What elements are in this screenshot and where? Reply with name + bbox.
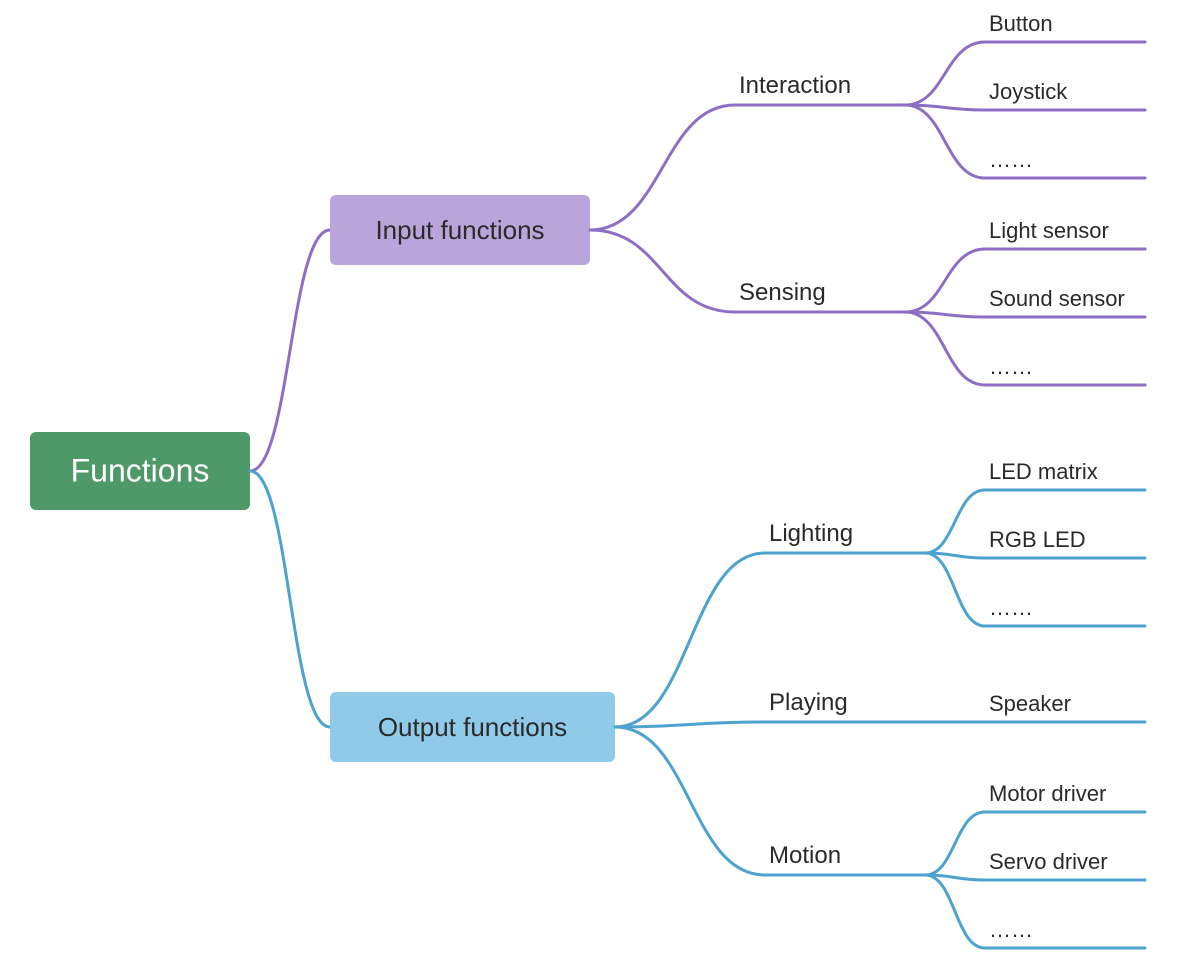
root-label: Functions [71, 452, 210, 488]
group-label: Playing [769, 689, 848, 716]
mindmap-diagram: Functions Input functions Interaction Butto… [0, 0, 1182, 972]
connector [615, 722, 765, 727]
group-label: Interaction [739, 72, 851, 99]
group-label: Motion [769, 842, 841, 869]
group-label: Lighting [769, 520, 853, 547]
leaf-label: LED matrix [989, 459, 1098, 484]
leaf-label: Speaker [989, 691, 1071, 716]
connector [905, 105, 985, 178]
connector [905, 42, 985, 105]
branch-label-input: Input functions [375, 215, 544, 245]
connector [925, 490, 985, 553]
leaf-label: Motor driver [989, 781, 1106, 806]
connector [925, 875, 985, 948]
connector [590, 230, 735, 312]
connector [925, 553, 985, 626]
connector [615, 553, 765, 727]
leaf-label: Joystick [989, 79, 1068, 104]
leaf-label: Servo driver [989, 849, 1108, 874]
connector [250, 230, 330, 471]
connector [905, 249, 985, 312]
leaf-label: …… [989, 595, 1033, 620]
branch-label-output: Output functions [378, 712, 567, 742]
leaf-label: Button [989, 11, 1053, 36]
leaf-label: Light sensor [989, 218, 1109, 243]
leaf-label: Sound sensor [989, 286, 1125, 311]
leaf-label: …… [989, 147, 1033, 172]
connector [925, 812, 985, 875]
group-label: Sensing [739, 279, 826, 306]
connector [250, 471, 330, 727]
connector [590, 105, 735, 230]
leaf-label: …… [989, 354, 1033, 379]
connector [905, 312, 985, 385]
leaf-label: RGB LED [989, 527, 1086, 552]
connector [615, 727, 765, 875]
leaf-label: …… [989, 917, 1033, 942]
